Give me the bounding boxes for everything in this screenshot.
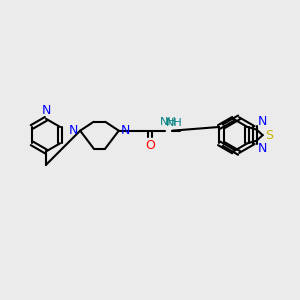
- Text: N: N: [68, 124, 78, 137]
- Text: N: N: [121, 124, 130, 137]
- Text: N: N: [258, 142, 267, 155]
- Text: S: S: [265, 129, 273, 142]
- Text: NH: NH: [160, 117, 177, 127]
- Text: N: N: [258, 115, 267, 128]
- Text: N: N: [41, 104, 51, 117]
- Text: NH: NH: [166, 118, 182, 128]
- Text: O: O: [145, 139, 155, 152]
